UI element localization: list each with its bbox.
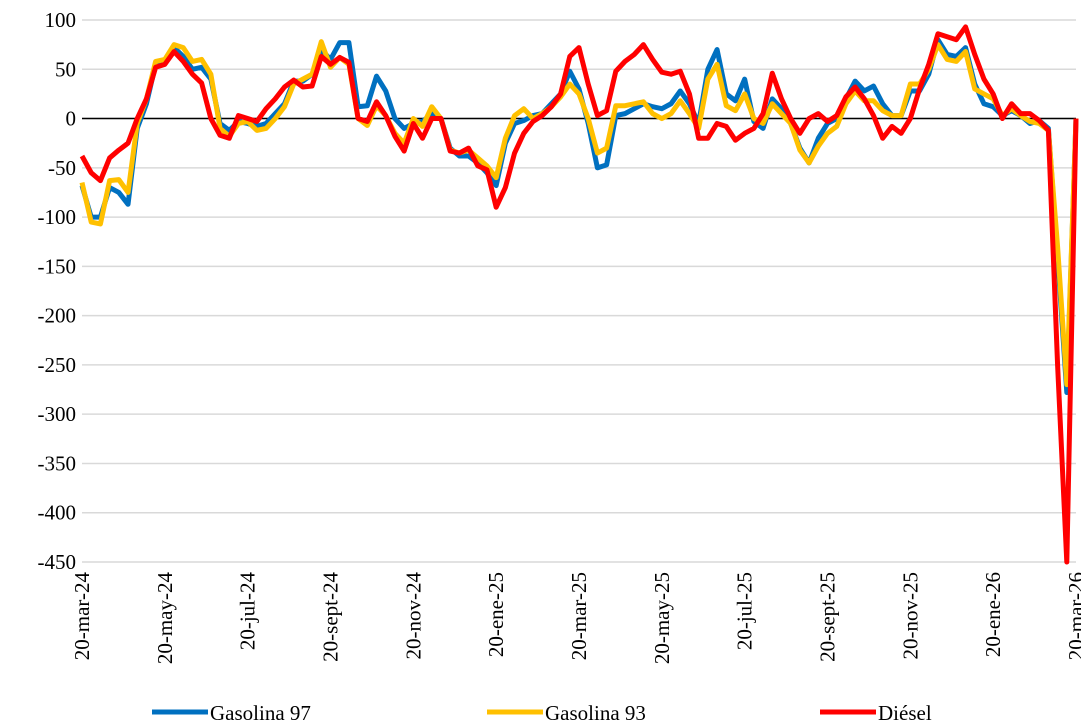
- y-tick-label: 100: [45, 8, 77, 32]
- x-tick-label: 20-mar-25: [567, 572, 591, 660]
- x-tick-label: 20-may-24: [153, 572, 177, 665]
- y-tick-label: -450: [38, 550, 77, 574]
- x-tick-label: 20-jul-24: [236, 572, 260, 651]
- x-tick-label: 20-may-25: [650, 572, 674, 664]
- series-line: [79, 24, 1079, 565]
- y-tick-label: -350: [38, 451, 77, 475]
- y-tick-label: -250: [38, 353, 77, 377]
- y-tick-label: -300: [38, 402, 77, 426]
- y-tick-label: 0: [66, 107, 77, 131]
- x-tick-label: 20-nov-24: [401, 572, 425, 660]
- x-tick-label: 20-ene-25: [484, 572, 508, 657]
- legend-label: Gasolina 93: [545, 701, 646, 725]
- x-tick-label: 20-sept-25: [816, 572, 840, 662]
- y-tick-label: -400: [38, 501, 77, 525]
- series-line: [79, 39, 1079, 388]
- y-tick-label: 50: [55, 57, 76, 81]
- legend-label: Gasolina 97: [210, 701, 311, 725]
- x-tick-label: 20-ene-26: [981, 572, 1005, 657]
- x-tick-label: 20-sept-24: [319, 572, 343, 662]
- y-tick-label: -200: [38, 304, 77, 328]
- x-tick-label: 20-nov-25: [898, 572, 922, 660]
- x-tick-label: 20-jul-25: [733, 572, 757, 650]
- x-tick-label: 20-mar-24: [70, 572, 94, 661]
- x-tick-label: 20-mar-26: [1064, 572, 1081, 660]
- y-tick-label: -150: [38, 254, 77, 278]
- y-tick-label: -50: [48, 156, 76, 180]
- y-tick-label: -100: [38, 205, 77, 229]
- legend-label: Diésel: [878, 701, 932, 725]
